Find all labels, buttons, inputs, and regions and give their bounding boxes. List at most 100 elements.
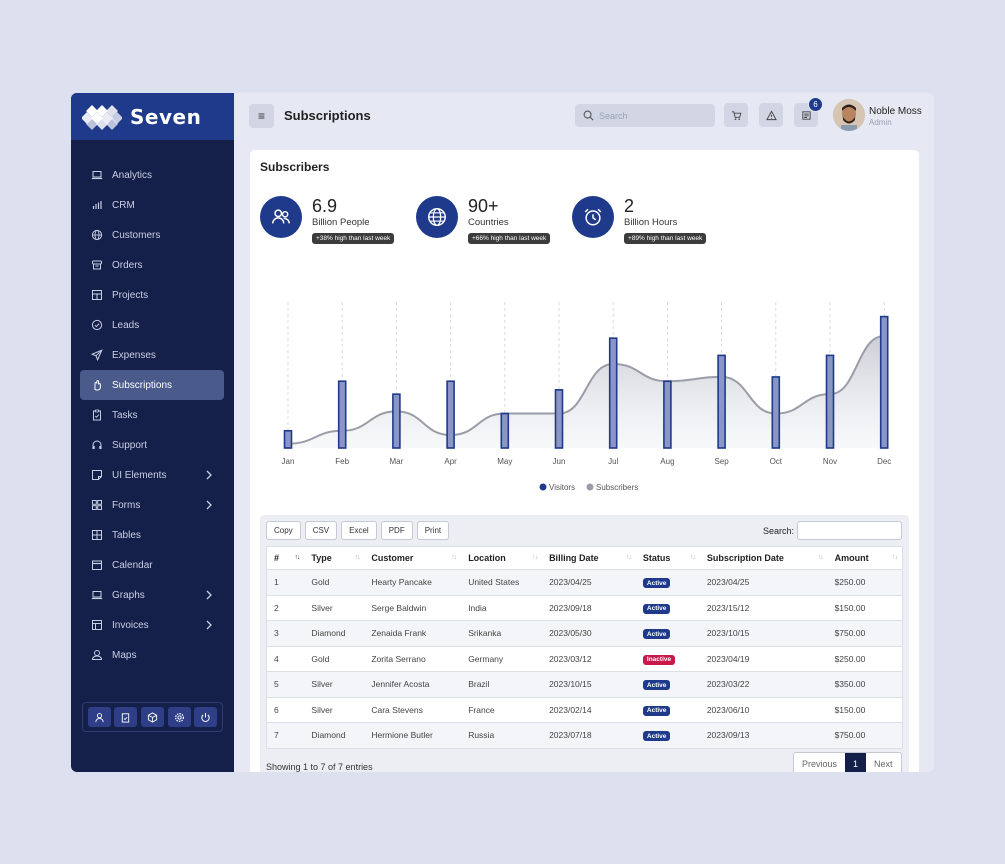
visitors-bar[interactable] bbox=[337, 380, 347, 449]
table-row[interactable]: 7 Diamond Hermione Butler Russia 2023/07/18 A… bbox=[266, 722, 903, 749]
sidebar-item-subscriptions[interactable]: Subscriptions bbox=[80, 370, 224, 400]
page-1-button[interactable]: 1 bbox=[845, 753, 867, 772]
table-cell: United States bbox=[461, 569, 543, 596]
visitors-bar[interactable] bbox=[283, 429, 293, 449]
visitors-bar[interactable] bbox=[554, 389, 564, 449]
table-info: Showing 1 to 7 of 7 entries bbox=[266, 762, 373, 772]
table-row[interactable]: 6 Silver Cara Stevens France 2023/02/14 Activ… bbox=[266, 697, 903, 723]
user-name[interactable]: Noble Moss bbox=[869, 106, 922, 117]
notification-badge: 6 bbox=[808, 97, 823, 112]
clipboard-button[interactable] bbox=[114, 707, 138, 727]
sidebar-item-customers[interactable]: Customers bbox=[80, 220, 224, 250]
visitors-bar[interactable] bbox=[717, 354, 726, 449]
excel-button[interactable]: Excel bbox=[341, 521, 377, 540]
sidebar-item-ui-elements[interactable]: UI Elements bbox=[80, 460, 224, 490]
table-cell: 2023/03/22 bbox=[699, 671, 828, 698]
table-cell: Silver bbox=[304, 697, 365, 723]
brand-logo-icon bbox=[82, 104, 122, 130]
table-cell: Silver bbox=[304, 595, 365, 621]
gear-button[interactable] bbox=[167, 707, 191, 727]
column-header-type[interactable]: Type ↑↓ bbox=[304, 546, 365, 570]
headset-icon bbox=[91, 439, 103, 451]
table-cell: Silver bbox=[304, 671, 365, 698]
sidebar-item-expenses[interactable]: Expenses bbox=[80, 340, 224, 370]
sidebar-item-invoices[interactable]: Invoices bbox=[80, 610, 224, 640]
stat-change-badge: +66% high than last week bbox=[468, 233, 551, 244]
sidebar-item-calendar[interactable]: Calendar bbox=[80, 550, 224, 580]
table-cell: 2023/04/25 bbox=[699, 569, 828, 596]
stat-label: Countries bbox=[468, 217, 509, 228]
sidebar-item-graphs[interactable]: Graphs bbox=[80, 580, 224, 610]
header-search[interactable]: Search bbox=[575, 104, 715, 127]
csv-button[interactable]: CSV bbox=[304, 521, 338, 540]
column-header-status[interactable]: Status ↑↓ bbox=[635, 546, 700, 570]
visitors-bar[interactable] bbox=[446, 380, 455, 449]
sidebar-item-tables[interactable]: Tables bbox=[80, 520, 224, 550]
avatar[interactable] bbox=[833, 99, 865, 131]
sidebar-item-orders[interactable]: Orders bbox=[80, 250, 224, 280]
power-button[interactable] bbox=[194, 707, 218, 727]
stat-change-badge: +38% high than last week bbox=[312, 233, 395, 244]
hand-icon bbox=[91, 379, 103, 391]
pdf-button[interactable]: PDF bbox=[380, 521, 413, 540]
copy-button[interactable]: Copy bbox=[266, 521, 301, 540]
brand-name: Seven bbox=[130, 104, 202, 129]
table-cell: 2023/05/30 bbox=[542, 620, 636, 647]
sidebar-item-label: Leads bbox=[112, 319, 140, 331]
table-cell: 7 bbox=[266, 722, 305, 749]
sidebar-item-label: Graphs bbox=[112, 589, 145, 601]
sidebar-item-projects[interactable]: Projects bbox=[80, 280, 224, 310]
menu-toggle-button[interactable]: ≡ bbox=[249, 104, 274, 128]
sidebar-nav: Analytics CRM Customers Orders Projects Leads… bbox=[80, 160, 224, 670]
table-row[interactable]: 2 Silver Serge Baldwin India 2023/09/18 Activ… bbox=[266, 595, 903, 621]
sidebar-item-crm[interactable]: CRM bbox=[80, 190, 224, 220]
table-header-row: # ↑↓ Type ↑↓ Customer ↑↓ Location ↑↓ Billing Dat… bbox=[266, 546, 903, 570]
legend-label[interactable]: Visitors bbox=[549, 483, 575, 492]
visitors-bar[interactable] bbox=[663, 380, 672, 449]
sidebar-item-label: Expenses bbox=[112, 349, 156, 361]
column-header-subscription-date[interactable]: Subscription Date ↑↓ bbox=[699, 546, 828, 570]
sidebar-item-support[interactable]: Support bbox=[80, 430, 224, 460]
sidebar-item-leads[interactable]: Leads bbox=[80, 310, 224, 340]
previous-page-button[interactable]: Previous bbox=[802, 758, 838, 769]
alert-button[interactable] bbox=[759, 103, 783, 127]
power-icon bbox=[201, 712, 210, 722]
next-page-button[interactable]: Next bbox=[874, 758, 893, 769]
column-header-label: Location bbox=[468, 553, 506, 563]
sidebar-item-label: Analytics bbox=[112, 169, 153, 181]
sidebar-item-forms[interactable]: Forms bbox=[80, 490, 224, 520]
visitors-bar[interactable] bbox=[500, 412, 510, 449]
column-header-billing-date[interactable]: Billing Date ↑↓ bbox=[542, 546, 636, 570]
column-header-location[interactable]: Location ↑↓ bbox=[461, 546, 543, 570]
chevron-right-icon bbox=[204, 589, 214, 601]
cube-button[interactable] bbox=[140, 707, 164, 727]
table-cell: $250.00 bbox=[827, 569, 903, 596]
status-badge: Active bbox=[642, 578, 671, 588]
user-button[interactable] bbox=[87, 707, 111, 727]
table-cell: Inactive bbox=[635, 646, 700, 672]
table-row[interactable]: 4 Gold Zorita Serrano Germany 2023/03/12 Inac… bbox=[266, 646, 903, 672]
search-input[interactable]: Search bbox=[599, 110, 628, 121]
visitors-bar[interactable] bbox=[771, 376, 781, 449]
sidebar-item-maps[interactable]: Maps bbox=[80, 640, 224, 670]
cart-button[interactable] bbox=[724, 103, 748, 127]
table-row[interactable]: 1 Gold Hearty Pancake United States 2023/04/… bbox=[266, 569, 903, 596]
sort-icon: ↑↓ bbox=[892, 554, 898, 561]
sidebar-item-tasks[interactable]: Tasks bbox=[80, 400, 224, 430]
table-cell: 2023/07/18 bbox=[542, 722, 636, 749]
visitors-bar[interactable] bbox=[608, 337, 618, 449]
visitors-bar[interactable] bbox=[879, 315, 889, 449]
legend-label[interactable]: Subscribers bbox=[596, 483, 638, 492]
sidebar-item-analytics[interactable]: Analytics bbox=[80, 160, 224, 190]
table-row[interactable]: 3 Diamond Zenaida Frank Srikanka 2023/05/30 A… bbox=[266, 620, 903, 647]
column-header-number[interactable]: # ↑↓ bbox=[266, 546, 305, 570]
visitors-bar[interactable] bbox=[825, 354, 835, 449]
table-cell: 2023/10/15 bbox=[699, 620, 828, 647]
visitors-bar[interactable] bbox=[392, 393, 401, 449]
print-button[interactable]: Print bbox=[416, 521, 450, 540]
column-header-amount[interactable]: Amount ↑↓ bbox=[827, 546, 903, 570]
table-row[interactable]: 5 Silver Jennifer Acosta Brazil 2023/10/15 Ac… bbox=[266, 671, 903, 698]
table-search-input[interactable] bbox=[797, 521, 902, 540]
brand[interactable]: Seven bbox=[71, 93, 234, 140]
column-header-customer[interactable]: Customer ↑↓ bbox=[364, 546, 462, 570]
